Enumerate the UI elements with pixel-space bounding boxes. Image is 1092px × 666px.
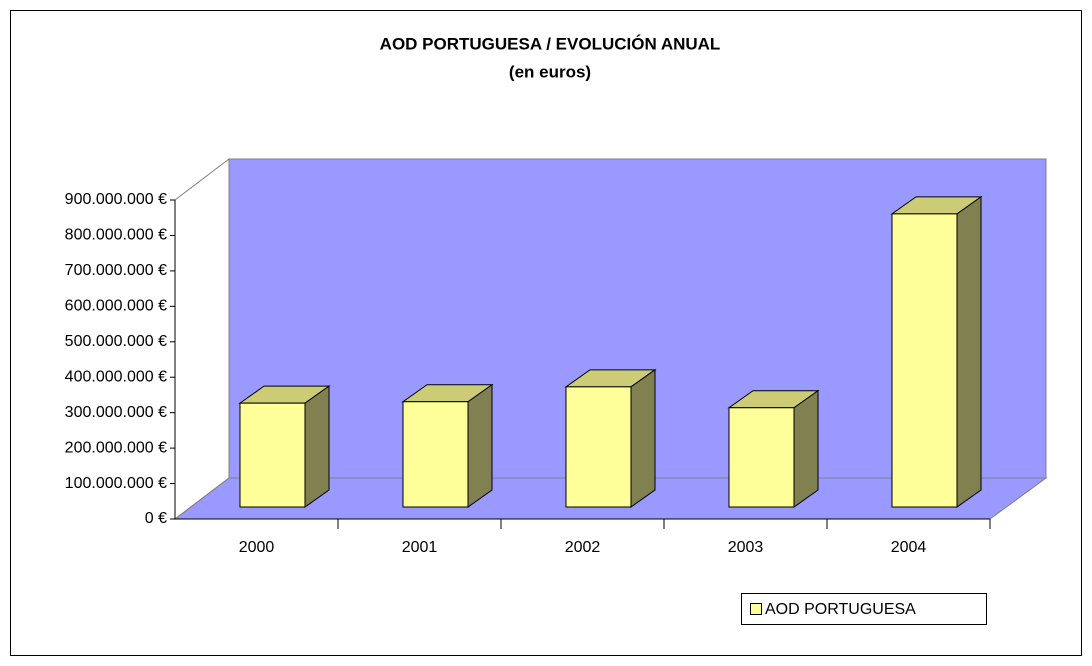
y-tick-label: 300.000.000 € [65,404,167,421]
bar [891,213,958,508]
chart-subtitle: (en euros) [509,62,591,81]
bar-side [304,385,330,508]
bar [402,401,469,508]
x-tick-label: 2000 [239,539,275,556]
x-tick-label: 2001 [402,539,438,556]
legend-label: AOD PORTUGUESA [765,601,916,618]
y-tick-label: 200.000.000 € [65,439,167,456]
y-tick-label: 700.000.000 € [65,262,167,279]
x-tick-label: 2004 [891,539,927,556]
y-tick-label: 800.000.000 € [65,227,167,244]
y-tick-label: 100.000.000 € [65,475,167,492]
legend-swatch [750,603,762,615]
y-tick-label: 500.000.000 € [65,333,167,350]
bar-side [467,383,493,508]
y-tick-label: 0 € [145,510,167,527]
y-tick-label: 900.000.000 € [65,191,167,208]
x-tick-label: 2002 [565,539,601,556]
bar-side [956,195,982,508]
bar [239,402,306,508]
legend-box [741,593,987,625]
bar-side [793,389,819,508]
bar-side [630,368,656,508]
y-tick-label: 600.000.000 € [65,298,167,315]
bar [728,407,795,508]
chart-title: AOD PORTUGUESA / EVOLUCIÓN ANUAL [380,34,721,53]
x-tick-label: 2003 [728,539,764,556]
y-tick-label: 400.000.000 € [65,368,167,385]
bar [565,386,632,508]
